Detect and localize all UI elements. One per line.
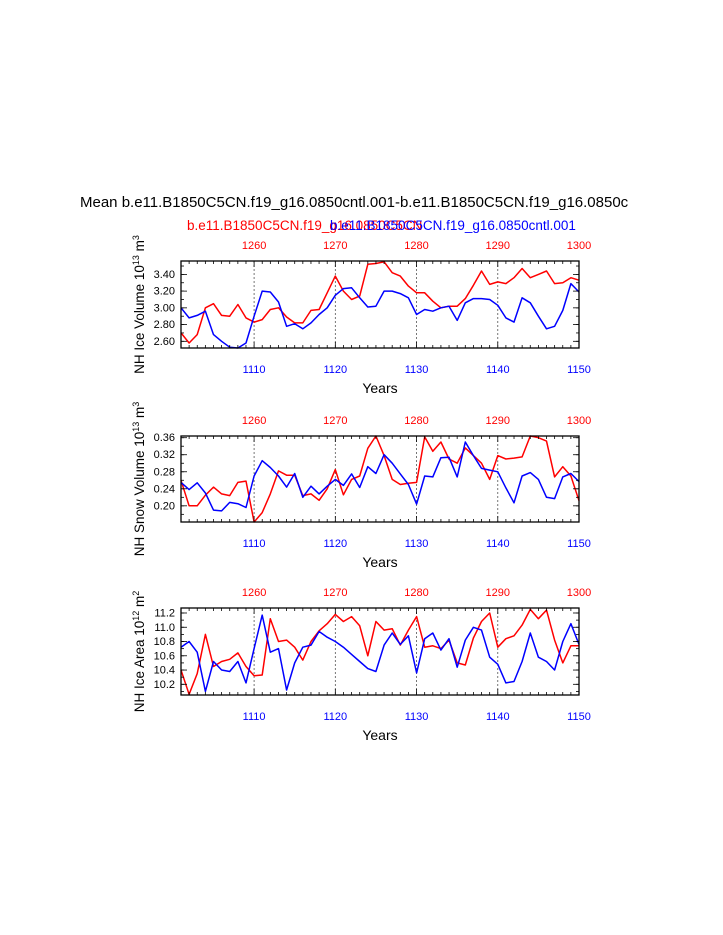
x-tick-label-top: 1280 — [404, 240, 428, 252]
x-axis-title: Years — [362, 380, 397, 396]
y-tick-label: 10.4 — [154, 665, 175, 677]
y-axis-title: NH Ice Area 1012 m2 — [131, 591, 147, 713]
x-tick-label-bottom: 1120 — [323, 711, 347, 723]
plot-frame — [180, 607, 580, 696]
x-tick-label-top: 1260 — [242, 415, 266, 427]
y-tick-label: 0.28 — [154, 466, 175, 478]
x-tick-label-top: 1280 — [404, 587, 428, 599]
y-axis-title: NH Ice Volume 1013 m3 — [131, 235, 147, 374]
x-axis-title: Years — [362, 727, 397, 743]
x-tick-label-top: 1290 — [486, 587, 510, 599]
x-tick-label-top: 1270 — [323, 587, 347, 599]
y-tick-label: 3.00 — [154, 302, 175, 314]
x-tick-label-top: 1280 — [404, 415, 428, 427]
y-tick-label: 0.36 — [154, 432, 175, 444]
y-tick-label: 0.32 — [154, 449, 175, 461]
x-tick-label-top: 1290 — [486, 240, 510, 252]
y-tick-label: 11.2 — [154, 607, 175, 619]
x-tick-label-top: 1260 — [242, 240, 266, 252]
x-tick-label-top: 1300 — [567, 415, 591, 427]
x-tick-label-bottom: 1130 — [405, 364, 429, 376]
y-tick-label: 2.80 — [154, 319, 175, 331]
series-line-blue — [180, 282, 580, 349]
x-tick-label-top: 1300 — [567, 240, 591, 252]
plot-frame — [180, 435, 580, 523]
x-tick-label-bottom: 1140 — [486, 364, 510, 376]
x-tick-label-bottom: 1110 — [243, 538, 266, 550]
chart-panel-2: 1110 1120 1130 1140 1150 1260 1270 1280 1290 1300… — [131, 402, 591, 570]
y-tick-label: 3.20 — [154, 286, 175, 298]
chart-panel-3: 1110 1120 1130 1140 1150 1260 1270 1280 1290 1300… — [131, 587, 591, 743]
y-tick-label: 10.8 — [154, 636, 175, 648]
x-tick-label-bottom: 1130 — [405, 711, 429, 723]
x-tick-label-bottom: 1130 — [405, 538, 429, 550]
y-tick-label: 10.2 — [154, 679, 175, 691]
x-tick-label-top: 1270 — [323, 415, 347, 427]
x-tick-label-bottom: 1120 — [323, 364, 347, 376]
y-axis-title: NH Snow Volume 1013 m3 — [131, 402, 147, 557]
x-tick-label-bottom: 1150 — [567, 364, 591, 376]
series-line-blue — [180, 614, 580, 693]
x-tick-label-bottom: 1150 — [567, 538, 591, 550]
x-tick-label-top: 1290 — [486, 415, 510, 427]
y-tick-label: 3.40 — [154, 269, 175, 281]
y-tick-label: 0.24 — [154, 483, 175, 495]
x-tick-label-bottom: 1110 — [243, 711, 266, 723]
chart-panel-1: 1110 1120 1130 1140 1150 1260 1270 1280 1290 1300… — [131, 235, 591, 396]
x-tick-label-top: 1300 — [567, 587, 591, 599]
subtitle-red-case: b.e11.B1850C5CN.f19_g16.0850C5CN — [187, 218, 423, 233]
x-tick-label-top: 1270 — [323, 240, 347, 252]
series-line-red — [180, 435, 580, 523]
subtitle-blue-case: b.e11.B1850C5CN.f19_g16.0850cntl.001 — [330, 218, 576, 233]
x-tick-label-bottom: 1140 — [486, 711, 510, 723]
y-tick-label: 0.20 — [154, 500, 175, 512]
x-tick-label-bottom: 1150 — [567, 711, 591, 723]
y-tick-label: 10.6 — [154, 650, 175, 662]
series-line-blue — [180, 441, 580, 512]
x-tick-label-bottom: 1140 — [486, 538, 510, 550]
x-axis-title: Years — [362, 554, 397, 570]
series-line-red — [180, 608, 579, 696]
plot-frame — [180, 260, 580, 349]
x-tick-label-bottom: 1110 — [243, 364, 266, 376]
series-line-red — [180, 261, 580, 344]
x-tick-label-top: 1260 — [242, 587, 266, 599]
x-tick-label-bottom: 1120 — [323, 538, 347, 550]
y-tick-label: 11.0 — [154, 622, 175, 634]
y-tick-label: 2.60 — [154, 336, 175, 348]
main-title: Mean b.e11.B1850C5CN.f19_g16.0850cntl.00… — [80, 194, 629, 211]
